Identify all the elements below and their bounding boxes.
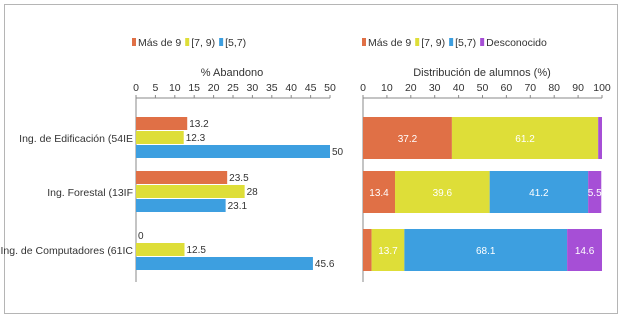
x-tick-label-10: 10 — [169, 82, 181, 94]
segment-label-7-9-1: 39.6 — [433, 188, 453, 199]
data-label-5-7-0: 50 — [332, 147, 344, 158]
data-label-7-9-1: 28 — [247, 187, 259, 198]
legend-swatch-m-s-de-9 — [362, 38, 366, 46]
x-tick-label-25: 25 — [227, 82, 239, 94]
x-tick-label-40: 40 — [453, 82, 465, 94]
segment-label-desconocido-2: 14.6 — [575, 246, 595, 257]
x-tick-label-100: 100 — [593, 82, 611, 94]
legend-label-7-9: [7, 9) — [191, 37, 215, 49]
legend-label-desconocido: Desconocido — [486, 37, 547, 49]
abandono-chart-title: % Abandono — [201, 67, 263, 79]
segment-m-s-de-9-1 — [363, 171, 396, 213]
category-label-ing-de-edificaci-n-54ie: Ing. de Edificación (54IE — [19, 133, 133, 145]
x-tick-label-0: 0 — [360, 82, 366, 94]
legend-swatch-7-9 — [415, 38, 420, 46]
data-label-7-9-2: 12.5 — [187, 245, 207, 256]
legend-swatch-5-7 — [449, 38, 454, 46]
bar-7-9-2 — [136, 243, 185, 256]
legend-swatch-5-7 — [219, 38, 224, 46]
x-tick-label-35: 35 — [266, 82, 278, 94]
legend-swatch-7-9 — [185, 38, 190, 46]
segment-desconocido-2 — [567, 229, 602, 271]
x-tick-label-30: 30 — [429, 82, 441, 94]
data-label-m-s-de-9-2: 0 — [138, 231, 144, 242]
segment-desconocido-1 — [588, 171, 602, 213]
x-tick-label-15: 15 — [188, 82, 200, 94]
legend-label-5-7: [5,7) — [225, 37, 246, 49]
x-tick-label-5: 5 — [152, 82, 158, 94]
legend-swatch-desconocido — [480, 38, 485, 46]
bar-7-9-0 — [136, 131, 184, 144]
segment-5-7-2 — [404, 229, 568, 271]
data-label-7-9-0: 12.3 — [186, 133, 206, 144]
segment-m-s-de-9-2 — [363, 229, 372, 271]
segment-7-9-2 — [371, 229, 405, 271]
x-tick-label-20: 20 — [405, 82, 417, 94]
x-tick-label-90: 90 — [572, 82, 584, 94]
segment-label-m-s-de-9-0: 37.2 — [398, 134, 418, 145]
distribucion-bars: 37.2 61.2 13.4 39.6 41.2 5.5 13.7 68.1 14.6 — [363, 117, 602, 271]
data-label-m-s-de-9-1: 23.5 — [229, 173, 249, 184]
segment-5-7-1 — [489, 171, 589, 213]
bar-m-s-de-9-0 — [136, 117, 188, 130]
category-label-ing-de-computadores-61ic: Ing. de Computadores (61IC — [1, 245, 134, 257]
segment-label-5-7-2: 68.1 — [476, 246, 496, 257]
x-tick-label-80: 80 — [548, 82, 560, 94]
x-tick-label-45: 45 — [305, 82, 317, 94]
x-tick-label-20: 20 — [208, 82, 220, 94]
x-tick-label-0: 0 — [133, 82, 139, 94]
abandono-legend: Más de 9 [7, 9) [5,7) — [132, 37, 246, 49]
segment-7-9-0 — [451, 117, 599, 159]
distribucion-chart-title: Distribución de alumnos (%) — [413, 67, 551, 79]
segment-label-m-s-de-9-1: 13.4 — [369, 188, 389, 199]
segment-desconocido-0 — [598, 117, 602, 159]
segment-label-7-9-0: 61.2 — [515, 134, 535, 145]
bar-m-s-de-9-1 — [136, 171, 228, 184]
segment-label-7-9-2: 13.7 — [378, 246, 398, 257]
legend-label-m-s-de-9: Más de 9 — [138, 37, 181, 49]
data-label-5-7-2: 45.6 — [315, 259, 335, 270]
data-label-5-7-1: 23.1 — [228, 201, 248, 212]
category-label-ing-forestal-13if: Ing. Forestal (13IF — [47, 187, 133, 199]
segment-label-5-7-1: 41.2 — [529, 188, 549, 199]
legend-label-m-s-de-9: Más de 9 — [368, 37, 411, 49]
legend-label-5-7: [5,7) — [455, 37, 476, 49]
segment-label-desconocido-1: 5.5 — [588, 188, 602, 199]
data-label-m-s-de-9-0: 13.2 — [189, 119, 209, 130]
x-tick-label-70: 70 — [524, 82, 536, 94]
segment-m-s-de-9-0 — [363, 117, 452, 159]
x-tick-label-50: 50 — [324, 82, 336, 94]
x-tick-label-60: 60 — [501, 82, 513, 94]
distribucion-legend: Más de 9 [7, 9) [5,7) Desconocido — [362, 37, 547, 49]
x-tick-label-40: 40 — [285, 82, 297, 94]
bar-5-7-2 — [136, 257, 313, 270]
x-tick-label-10: 10 — [381, 82, 393, 94]
bar-5-7-1 — [136, 199, 226, 212]
bar-7-9-1 — [136, 185, 245, 198]
x-tick-label-50: 50 — [477, 82, 489, 94]
abandono-category-labels: Ing. de Edificación (54IE Ing. Forestal (… — [1, 133, 134, 257]
legend-label-7-9: [7, 9) — [421, 37, 445, 49]
distribucion-chart: Distribución de alumnos (%) Más de 9 [7, … — [360, 37, 611, 282]
bar-5-7-0 — [136, 145, 330, 158]
abandono-bars: 13.2 23.5 0 12.3 28 12.5 50 23.1 45.6 — [136, 117, 344, 270]
legend-swatch-m-s-de-9 — [132, 38, 136, 46]
segment-7-9-1 — [395, 171, 490, 213]
abandono-chart: % Abandono Más de 9 [7, 9) [5,7) 0 5 10 15 20 2… — [1, 37, 344, 282]
x-tick-label-30: 30 — [247, 82, 259, 94]
